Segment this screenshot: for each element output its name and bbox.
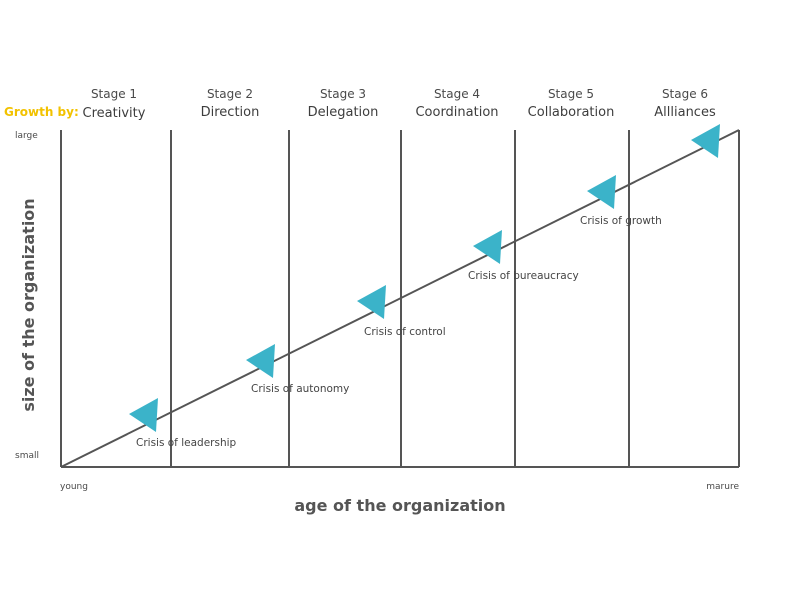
stage-number: Stage 6 bbox=[662, 87, 708, 101]
y-axis-top-label: large bbox=[15, 131, 38, 141]
stage-name: Allliances bbox=[654, 105, 716, 120]
x-axis-title: age of the organization bbox=[294, 496, 505, 515]
crisis-arrow-icon bbox=[246, 344, 275, 378]
stage-number: Stage 3 bbox=[320, 87, 366, 101]
stage-name: Direction bbox=[201, 105, 260, 120]
crisis-arrow-icon bbox=[357, 285, 386, 319]
stage-name: Coordination bbox=[415, 105, 498, 120]
crisis-arrow-icon bbox=[587, 175, 616, 209]
x-axis-left-label: young bbox=[60, 482, 88, 492]
crisis-label: Crisis of bureaucracy bbox=[468, 270, 579, 282]
crisis-label: Crisis of leadership bbox=[136, 437, 237, 449]
crisis-label: Crisis of growth bbox=[580, 215, 662, 227]
crisis-label: Crisis of control bbox=[364, 326, 446, 338]
crisis-arrow-icon bbox=[691, 124, 720, 158]
growth-by-label: Growth by: bbox=[4, 105, 79, 119]
stage-number: Stage 4 bbox=[434, 87, 480, 101]
stage-number: Stage 5 bbox=[548, 87, 594, 101]
crisis-arrow-icon bbox=[129, 398, 158, 432]
stage-number: Stage 1 bbox=[91, 87, 137, 101]
y-axis-title: size of the organization bbox=[19, 198, 38, 411]
x-axis-right-label: marure bbox=[706, 482, 739, 492]
stage-name: Delegation bbox=[308, 105, 379, 120]
crisis-arrow-icon bbox=[473, 230, 502, 264]
stage-name: Creativity bbox=[83, 106, 146, 121]
stage-name: Collaboration bbox=[528, 105, 615, 120]
stage-number: Stage 2 bbox=[207, 87, 253, 101]
growth-line bbox=[60, 129, 740, 468]
crisis-label: Crisis of autonomy bbox=[251, 383, 349, 395]
y-axis-bottom-label: small bbox=[15, 451, 39, 461]
